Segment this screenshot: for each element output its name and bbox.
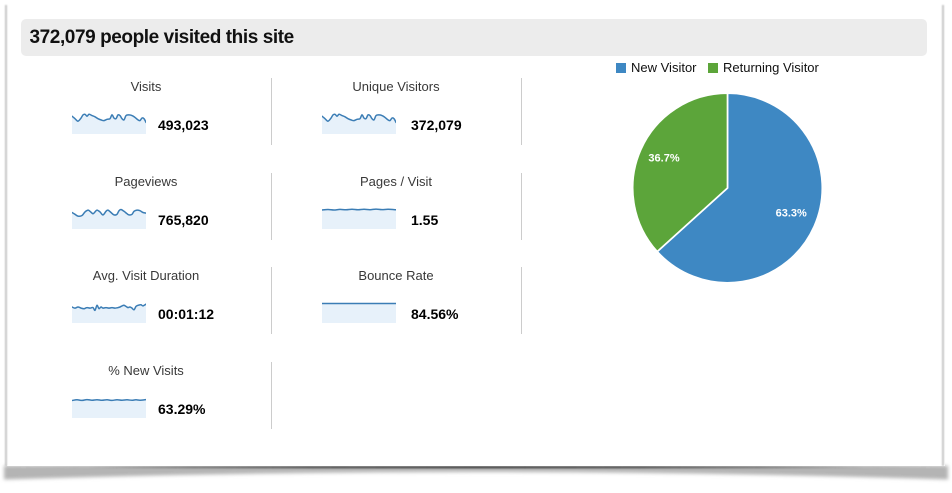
svg-text:63.3%: 63.3% [776, 207, 807, 219]
svg-text:36.7%: 36.7% [648, 153, 679, 165]
